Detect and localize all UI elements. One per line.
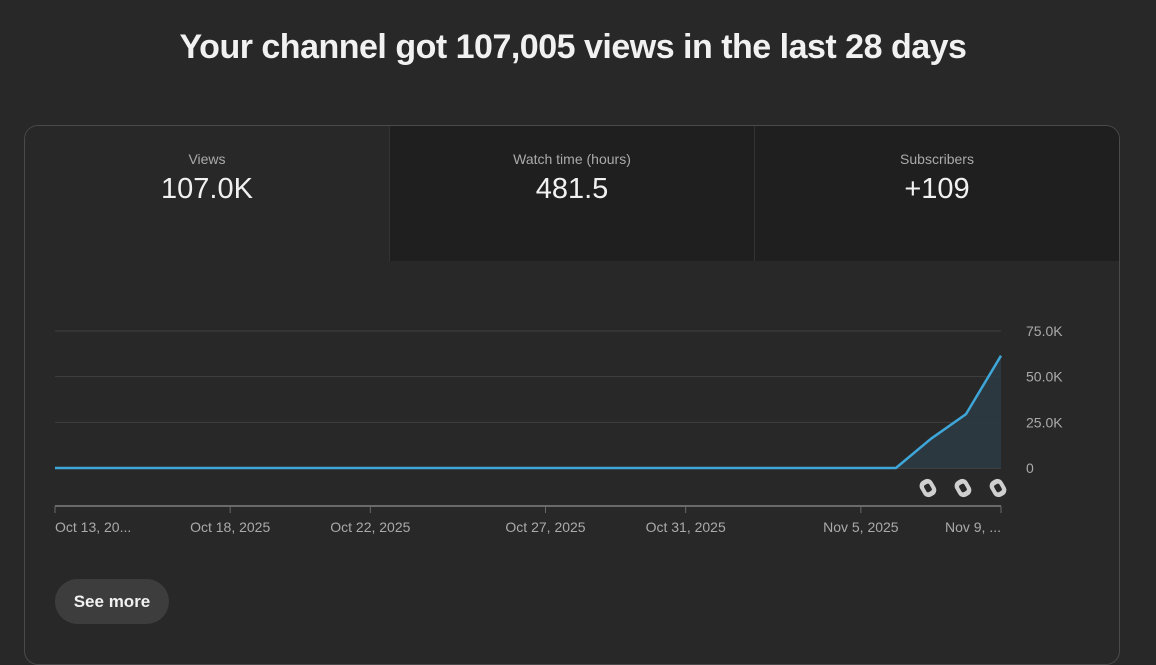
tab-value: +109 bbox=[904, 173, 970, 205]
tab-label: Subscribers bbox=[900, 151, 974, 167]
tab-label: Watch time (hours) bbox=[513, 151, 631, 167]
tab-subscribers[interactable]: Subscribers +109 bbox=[754, 126, 1119, 261]
y-tick-label: 50.0K bbox=[1026, 369, 1063, 385]
views-chart: 0 25.0K 50.0K 75.0K Oct 13, 20... Oct 18, 202… bbox=[54, 323, 1063, 535]
page-title: Your channel got 107,005 views in the la… bbox=[179, 28, 967, 66]
views-line bbox=[55, 355, 1003, 470]
tab-value: 481.5 bbox=[535, 173, 609, 205]
x-tick-label: Oct 18, 2025 bbox=[190, 519, 270, 535]
shorts-icon bbox=[954, 478, 972, 498]
x-tick-label: Oct 27, 2025 bbox=[505, 519, 585, 535]
y-tick-label: 75.0K bbox=[1026, 323, 1063, 339]
tab-value: 107.0K bbox=[161, 173, 253, 205]
x-tick-label: Nov 5, 2025 bbox=[823, 519, 899, 535]
y-tick-label: 25.0K bbox=[1026, 414, 1063, 430]
y-tick-label: 0 bbox=[1026, 460, 1034, 476]
shorts-icon bbox=[919, 478, 937, 498]
tab-watch-time[interactable]: Watch time (hours) 481.5 bbox=[389, 126, 754, 261]
metric-tabs: Views 107.0K Watch time (hours) 481.5 Su… bbox=[25, 126, 1119, 261]
analytics-card: Views 107.0K Watch time (hours) 481.5 Su… bbox=[24, 125, 1120, 665]
x-tick-label: Nov 9, ... bbox=[945, 519, 1001, 535]
x-tick-label: Oct 13, 20... bbox=[55, 519, 131, 535]
tab-label: Views bbox=[188, 151, 226, 167]
area-fill bbox=[55, 355, 1001, 468]
shorts-icon bbox=[989, 478, 1007, 498]
x-tick-label: Oct 31, 2025 bbox=[646, 519, 726, 535]
tab-views[interactable]: Views 107.0K bbox=[25, 126, 389, 261]
see-more-button[interactable]: See more bbox=[55, 579, 169, 624]
x-tick-label: Oct 22, 2025 bbox=[330, 519, 410, 535]
